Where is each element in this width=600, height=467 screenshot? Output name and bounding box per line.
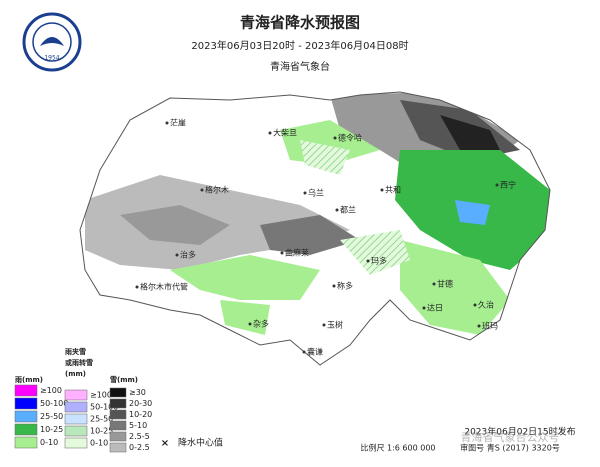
logo: 1954 — [22, 12, 82, 72]
center-marker-symbol: × — [161, 438, 169, 449]
place-name: 西宁 — [500, 180, 516, 190]
legend-label: ≥100 — [40, 386, 62, 395]
center-marker-label: 降水中心值 — [178, 437, 223, 449]
legend-label: 25-50 — [40, 412, 63, 421]
legend-swatch — [14, 384, 38, 397]
legend-swatch — [109, 409, 127, 420]
legend-title: 雨夹雪 — [65, 347, 86, 356]
place-name: 达日 — [427, 303, 443, 313]
place-name: 玉树 — [327, 320, 343, 330]
place-dot — [280, 251, 284, 255]
place-dot — [366, 259, 370, 263]
place-name: 杂多 — [253, 319, 269, 329]
scale: 比例尺 1:6 600 000 — [360, 443, 435, 453]
place-dot — [248, 322, 252, 326]
place-name: 德令哈 — [338, 133, 362, 143]
place-name: 久治 — [478, 300, 494, 310]
legend-swatch — [64, 425, 88, 437]
legend-label: 10-20 — [129, 410, 152, 419]
place-dot — [495, 183, 499, 187]
legend-title: (mm) — [65, 370, 86, 378]
legend-label: ≥100 — [90, 391, 112, 400]
place-dot — [200, 188, 204, 192]
legend-title: 雨(mm) — [15, 376, 43, 384]
legend-label: 50-100 — [90, 403, 118, 412]
place-name: 治多 — [180, 250, 196, 260]
place-name: 囊谦 — [307, 347, 323, 357]
place-dot — [333, 136, 337, 140]
place-name: 都兰 — [340, 205, 356, 215]
place-dot — [322, 323, 326, 327]
legend-swatch — [64, 413, 88, 425]
place-name: 班玛 — [482, 321, 498, 331]
legend-label: 2.5-5 — [129, 432, 150, 441]
legend-label: 0-2.5 — [129, 443, 150, 452]
legend-swatch — [109, 387, 127, 398]
place-name: 格尔木 — [205, 185, 229, 195]
place-name: 格尔木市代管 — [140, 282, 188, 292]
legend-swatch — [64, 389, 88, 401]
map-number: 审图号 青S (2017) 3320号 — [460, 443, 560, 453]
place-dot — [477, 324, 481, 328]
legend-label: 20-30 — [129, 399, 152, 408]
place-dot — [380, 188, 384, 192]
province-border — [79, 91, 551, 366]
legend-label: 25-50 — [90, 415, 113, 424]
place-dot — [268, 131, 272, 135]
place-name: 称多 — [337, 281, 353, 291]
place-name: 乌兰 — [308, 188, 324, 198]
watermark: 青海省气象台公众号 — [461, 430, 560, 444]
legend-swatch — [109, 442, 127, 453]
place-dot — [135, 285, 139, 289]
place-dot — [175, 253, 179, 257]
place-dot — [473, 303, 477, 307]
legend-swatch — [14, 436, 38, 449]
issuer: 青海省气象台 — [270, 60, 330, 73]
legend-label: ≥30 — [129, 388, 146, 397]
legend-swatch — [109, 420, 127, 431]
place-name: 曲麻莱 — [285, 248, 309, 258]
legend-swatch — [109, 398, 127, 409]
place-name: 大柴旦 — [273, 128, 297, 138]
precip-map — [80, 92, 550, 365]
legend-swatch — [14, 410, 38, 423]
place-name: 甘德 — [437, 279, 453, 289]
issued: 2023年06月02日15时发布 — [464, 426, 575, 438]
legend-swatch — [14, 397, 38, 410]
place-dot — [335, 208, 339, 212]
place-dot — [303, 191, 307, 195]
legend-swatch — [64, 437, 88, 449]
place-name: 玛多 — [371, 256, 387, 266]
legend-label: 0-10 — [90, 439, 108, 448]
legend-swatch — [109, 431, 127, 442]
logo-year: 1954 — [44, 55, 59, 62]
place-name: 共和 — [385, 186, 401, 195]
legend-label: 5-10 — [129, 421, 147, 430]
legend-swatch — [14, 423, 38, 436]
legend-title: 或雨转雪 — [65, 358, 93, 367]
legend-label: 0-10 — [40, 438, 58, 447]
place-dot — [422, 306, 426, 310]
place-name: 茫崖 — [170, 118, 186, 128]
place-dot — [302, 350, 306, 354]
place-dot — [432, 282, 436, 286]
legend-title: 雪(mm) — [110, 375, 138, 384]
legend-label: 10-25 — [90, 427, 113, 436]
legend-label: 10-25 — [40, 425, 63, 434]
place-dot — [332, 284, 336, 288]
legend-swatch — [64, 401, 88, 413]
legend-label: 50-100 — [40, 399, 68, 408]
title: 青海省降水预报图 — [240, 14, 360, 32]
place-dot — [165, 121, 169, 125]
period: 2023年06月03日20时 - 2023年06月04日08时 — [191, 39, 408, 52]
